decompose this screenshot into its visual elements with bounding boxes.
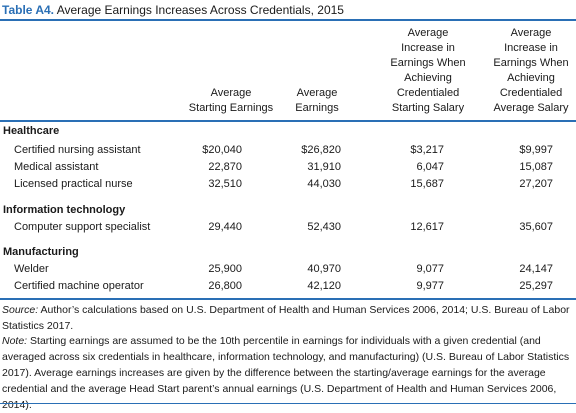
- row-label: Computer support specialist: [14, 221, 151, 233]
- cell-increase-average: 27,207: [519, 178, 553, 190]
- cell-starting-earnings: 25,900: [208, 263, 242, 275]
- table-number: Table A4.: [2, 3, 55, 17]
- row-label: Medical assistant: [14, 161, 99, 173]
- col-header-average-earnings: Average Earnings: [295, 87, 339, 114]
- category-information-technology: Information technology: [3, 204, 126, 216]
- cell-increase-average: 15,087: [519, 161, 553, 173]
- note-text: Starting earnings are assumed to be the …: [2, 335, 570, 411]
- cell-increase-starting: 9,077: [416, 263, 444, 275]
- cell-starting-earnings: 29,440: [208, 221, 242, 233]
- source-label: Source:: [2, 304, 39, 316]
- table-caption: Average Earnings Increases Across Creden…: [56, 3, 344, 17]
- cell-starting-earnings: 26,800: [208, 280, 242, 292]
- row-label: Certified nursing assistant: [14, 144, 141, 156]
- table-title-bar: Table A4. Average Earnings Increases Acr…: [0, 0, 576, 20]
- cell-average-earnings: 42,120: [307, 280, 341, 292]
- cell-average-earnings: 40,970: [307, 263, 341, 275]
- cell-average-earnings: 31,910: [307, 161, 341, 173]
- cell-increase-average: 25,297: [519, 280, 553, 292]
- cell-increase-average: 35,607: [519, 221, 553, 233]
- category-manufacturing: Manufacturing: [3, 246, 79, 258]
- cell-average-earnings: $26,820: [301, 144, 341, 156]
- col-header-increase-starting: Average Increase in Earnings When Achiev…: [390, 27, 466, 114]
- table-title: Table A4. Average Earnings Increases Acr…: [2, 3, 344, 17]
- row-label: Welder: [14, 263, 49, 275]
- note-label: Note:: [2, 335, 28, 347]
- source-note: Source: Author’s calculations based on U…: [2, 302, 574, 334]
- header-rule: [0, 120, 576, 122]
- table-bottom-rule: [0, 298, 576, 300]
- title-rule: [0, 19, 576, 21]
- cell-starting-earnings: 22,870: [208, 161, 242, 173]
- cell-average-earnings: 52,430: [307, 221, 341, 233]
- cell-increase-starting: 15,687: [410, 178, 444, 190]
- cell-increase-starting: 12,617: [410, 221, 444, 233]
- cell-increase-average: 24,147: [519, 263, 553, 275]
- cell-increase-starting: 6,047: [416, 161, 444, 173]
- col-header-starting-earnings: Average Starting Earnings: [188, 87, 274, 114]
- cell-starting-earnings: $20,040: [202, 144, 242, 156]
- row-label: Certified machine operator: [14, 280, 144, 292]
- cell-average-earnings: 44,030: [307, 178, 341, 190]
- row-label: Licensed practical nurse: [14, 178, 133, 190]
- col-header-increase-average: Average Increase in Earnings When Achiev…: [493, 27, 569, 114]
- source-text: Author’s calculations based on U.S. Depa…: [2, 304, 570, 332]
- footnote: Note: Starting earnings are assumed to b…: [2, 333, 574, 413]
- cell-increase-average: $9,997: [519, 144, 553, 156]
- cell-increase-starting: 9,977: [416, 280, 444, 292]
- cell-increase-starting: $3,217: [410, 144, 444, 156]
- cell-starting-earnings: 32,510: [208, 178, 242, 190]
- category-healthcare: Healthcare: [3, 125, 60, 137]
